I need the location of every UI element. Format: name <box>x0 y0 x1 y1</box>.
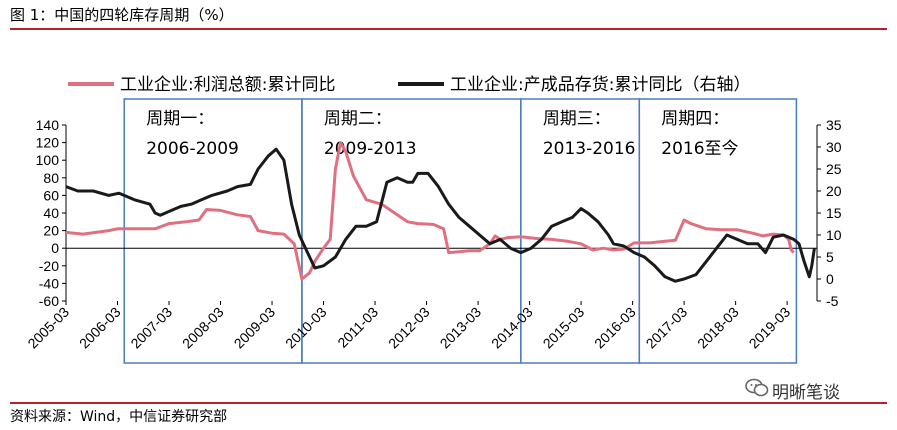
series-line-2 <box>65 147 816 283</box>
left-tick-label: 120 <box>36 135 60 151</box>
right-tick-label: -5 <box>826 293 839 309</box>
right-tick-label: 15 <box>826 205 842 221</box>
x-tick-label: 2009-03 <box>231 304 279 352</box>
left-tick-label: -20 <box>39 258 59 274</box>
left-tick-label: 100 <box>36 152 60 168</box>
left-tick-label: 80 <box>43 170 59 186</box>
top-rule <box>10 28 887 30</box>
legend-label: 工业企业:利润总额:累计同比 <box>120 75 335 95</box>
left-tick-label: 0 <box>51 240 59 256</box>
right-tick-label: 0 <box>826 271 834 287</box>
x-tick-label: 2016-03 <box>591 304 639 352</box>
left-tick-label: 140 <box>36 117 60 133</box>
right-tick-label: 30 <box>826 139 842 155</box>
x-tick-label: 2012-03 <box>385 304 433 352</box>
cycle-label: 周期三： <box>543 109 611 129</box>
x-tick-label: 2014-03 <box>488 304 536 352</box>
left-tick-label: -40 <box>39 275 59 291</box>
cycle-label: 周期一： <box>146 109 214 129</box>
cycle-label: 周期四： <box>661 109 729 129</box>
x-tick-label: 2018-03 <box>694 304 742 352</box>
right-tick-label: 10 <box>826 227 842 243</box>
series-lines <box>65 141 816 283</box>
series-line-1 <box>65 141 795 281</box>
right-tick-label: 35 <box>826 117 842 133</box>
x-tick-label: 2010-03 <box>282 304 330 352</box>
left-tick-label: 40 <box>43 205 59 221</box>
figure-title: 图 1：中国的四轮库存周期（%） <box>10 6 234 24</box>
legend: 工业企业:利润总额:累计同比 工业企业:产成品存货:累计同比（右轴） <box>68 75 750 95</box>
wechat-icon <box>745 378 769 402</box>
right-tick-label: 5 <box>826 249 834 265</box>
legend-label: 工业企业:产成品存货:累计同比（右轴） <box>450 75 750 95</box>
left-tick-label: 60 <box>43 187 59 203</box>
x-tick-label: 2017-03 <box>643 304 691 352</box>
x-tick-label: 2007-03 <box>127 304 175 352</box>
cycle-range: 2016至今 <box>661 139 738 159</box>
x-tick-label: 2006-03 <box>76 304 124 352</box>
cycle-label: 周期二： <box>324 109 392 129</box>
cycle-range: 2013-2016 <box>543 139 636 159</box>
right-tick-label: 25 <box>826 161 842 177</box>
left-tick-label: -60 <box>39 293 59 309</box>
right-tick-label: 20 <box>826 183 842 199</box>
x-tick-label: 2005-03 <box>24 304 72 352</box>
left-tick-label: 20 <box>43 223 59 239</box>
x-tick-label: 2008-03 <box>179 304 227 352</box>
watermark: 明晰笔谈 <box>772 383 840 403</box>
cycle-boxes: 周期一：2006-2009周期二：2009-2013周期三：2013-2016周… <box>123 98 798 364</box>
x-tick-label: 2015-03 <box>540 304 588 352</box>
x-tick-label: 2019-03 <box>746 304 794 352</box>
source-note: 资料来源：Wind，中信证券研究部 <box>10 409 228 425</box>
cycle-box <box>638 98 798 364</box>
bottom-rule <box>10 402 887 404</box>
cycle-range: 2006-2009 <box>146 139 239 159</box>
x-tick-label: 2011-03 <box>334 304 381 351</box>
x-tick-label: 2013-03 <box>437 304 485 352</box>
